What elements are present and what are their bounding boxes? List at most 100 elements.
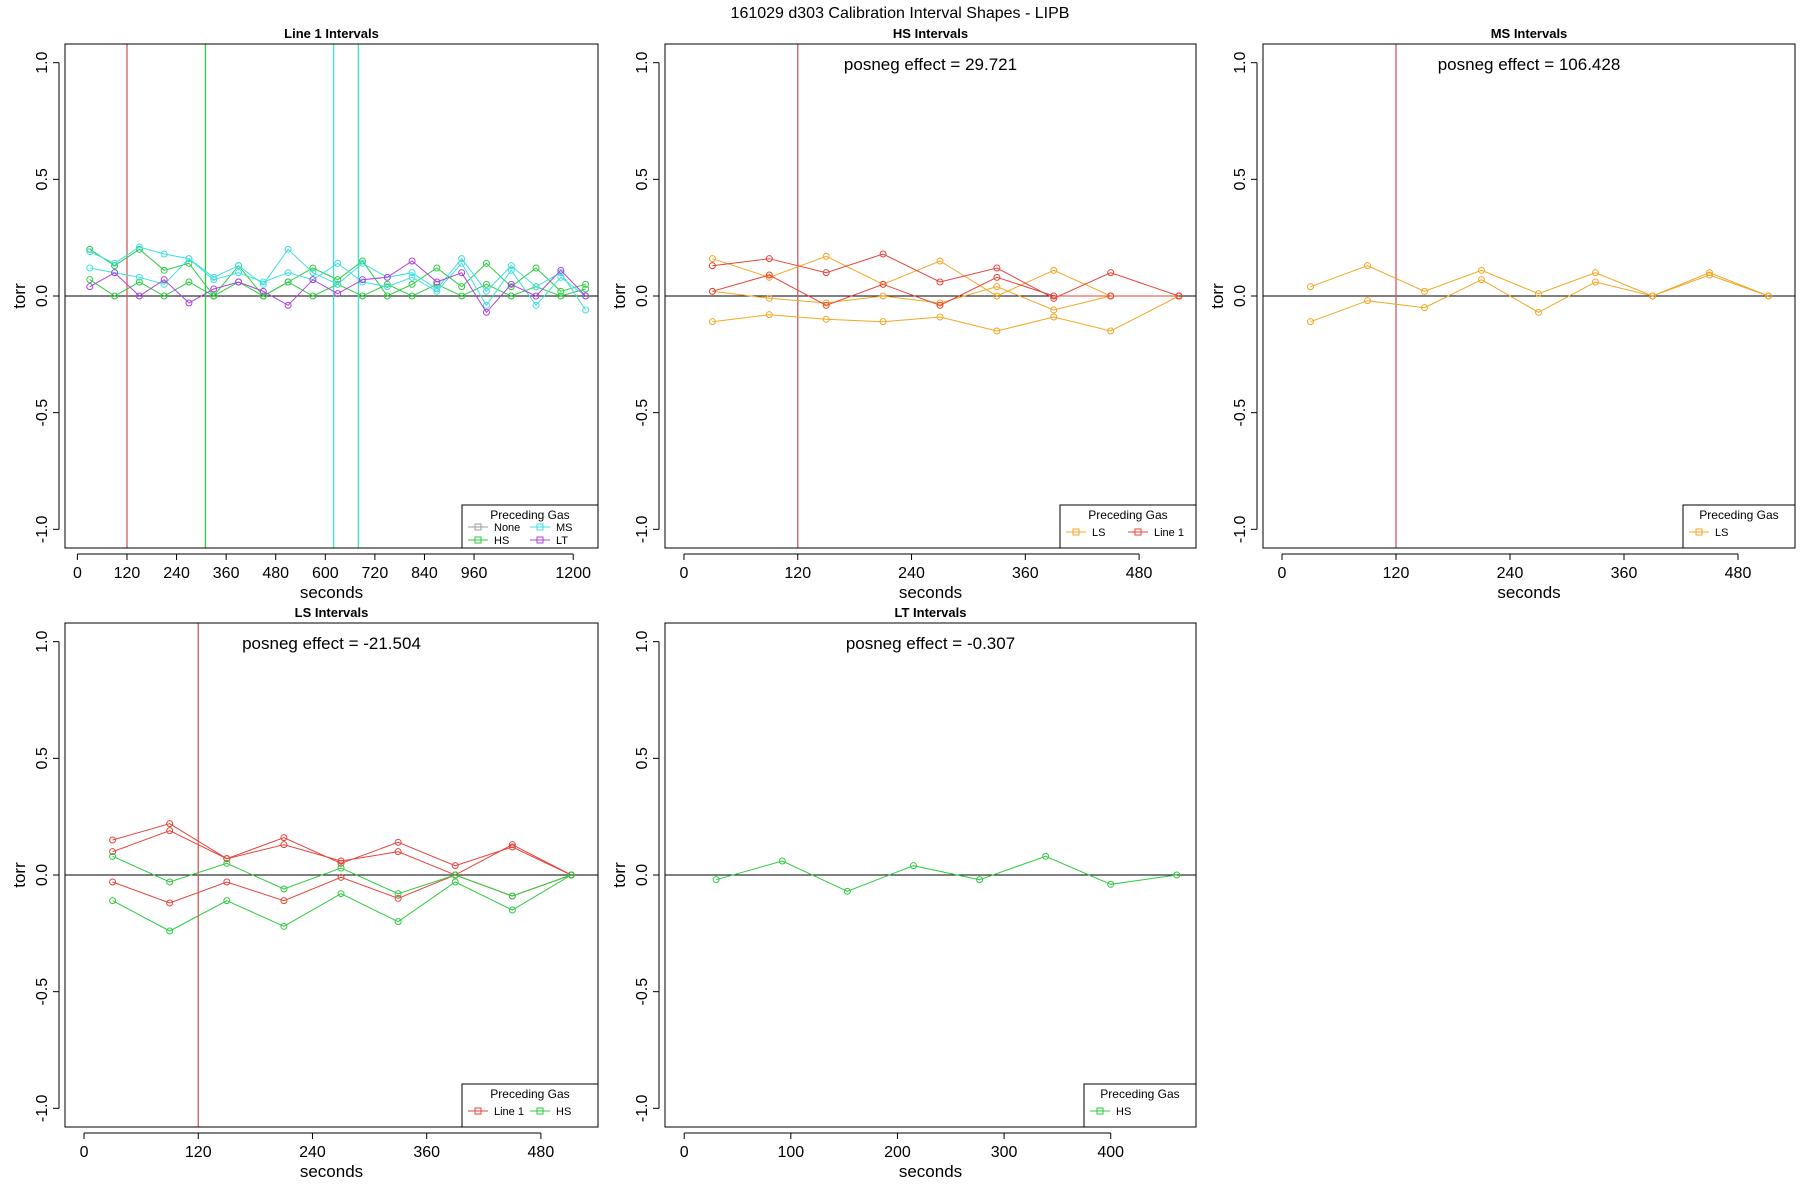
series-line bbox=[112, 823, 572, 876]
posneg-annotation: posneg effect = -0.307 bbox=[846, 634, 1015, 653]
x-axis-label: seconds bbox=[300, 1162, 363, 1181]
legend-box bbox=[1682, 504, 1796, 549]
data-point bbox=[458, 255, 466, 263]
data-point bbox=[433, 287, 441, 295]
series-line bbox=[89, 246, 586, 307]
posneg-annotation: posneg effect = 106.428 bbox=[1438, 55, 1621, 74]
data-point bbox=[708, 287, 716, 295]
data-point bbox=[408, 257, 416, 265]
data-point bbox=[765, 255, 773, 263]
series-line bbox=[112, 874, 572, 904]
data-point bbox=[458, 283, 466, 291]
data-point bbox=[166, 820, 174, 828]
data-point bbox=[383, 280, 391, 288]
data-point bbox=[532, 264, 540, 272]
x-tick-label: 240 bbox=[1497, 565, 1524, 582]
chart-panel: MS Intervals 0 120 240 360 480 seconds -1.0 -0.5… bbox=[1208, 26, 1796, 602]
panel-title: Line 1 Intervals bbox=[284, 26, 379, 41]
data-point bbox=[582, 306, 590, 314]
data-point bbox=[1107, 880, 1115, 888]
data-point bbox=[337, 890, 345, 898]
legend-swatch-marker bbox=[1072, 528, 1080, 536]
data-point bbox=[582, 292, 590, 300]
series-line bbox=[112, 830, 572, 876]
legend-entry-label: HS bbox=[556, 1106, 571, 1118]
data-point bbox=[507, 280, 515, 288]
data-point bbox=[976, 876, 984, 884]
x-axis-label: seconds bbox=[1497, 583, 1560, 602]
y-axis-label: torr bbox=[10, 862, 29, 888]
data-point bbox=[507, 283, 515, 291]
data-point bbox=[1050, 306, 1058, 314]
data-point bbox=[1764, 292, 1772, 300]
data-point bbox=[765, 273, 773, 281]
data-point bbox=[822, 252, 830, 260]
data-point bbox=[1050, 266, 1058, 274]
data-point bbox=[223, 897, 231, 905]
data-point bbox=[109, 897, 117, 905]
data-point bbox=[582, 280, 590, 288]
x-tick-label: 0 bbox=[680, 1144, 689, 1161]
data-point bbox=[383, 292, 391, 300]
data-point bbox=[1175, 292, 1183, 300]
data-point bbox=[86, 264, 94, 272]
data-point bbox=[879, 292, 887, 300]
data-point bbox=[451, 878, 459, 886]
data-point bbox=[993, 292, 1001, 300]
data-point bbox=[111, 269, 119, 277]
data-point bbox=[309, 264, 317, 272]
data-point bbox=[109, 852, 117, 860]
data-point bbox=[1535, 290, 1542, 298]
data-point bbox=[1364, 262, 1371, 270]
y-tick-label: -0.5 bbox=[34, 399, 51, 427]
series-line bbox=[712, 253, 1180, 299]
legend-title: Preceding Gas bbox=[1100, 1087, 1179, 1101]
series-line bbox=[712, 255, 1179, 297]
data-point bbox=[879, 280, 887, 288]
data-point bbox=[284, 245, 292, 253]
data-point bbox=[1421, 304, 1428, 312]
y-tick-label: 0.5 bbox=[634, 168, 651, 190]
series-line bbox=[712, 274, 1179, 306]
legend-box bbox=[1059, 504, 1197, 549]
data-point bbox=[334, 276, 342, 284]
data-point bbox=[708, 255, 716, 263]
x-tick-label: 240 bbox=[163, 565, 190, 582]
data-point bbox=[284, 278, 292, 286]
chart-panel: Line 1 Intervals 0 120 240 360 480 600 720 840 96… bbox=[10, 26, 599, 602]
data-point bbox=[451, 862, 459, 870]
legend-swatch-marker bbox=[536, 536, 544, 544]
data-point bbox=[532, 283, 540, 291]
data-point bbox=[822, 299, 830, 307]
data-point bbox=[482, 301, 490, 309]
data-point bbox=[309, 292, 317, 300]
data-point bbox=[86, 245, 94, 253]
data-point bbox=[334, 280, 342, 288]
data-point bbox=[394, 838, 402, 846]
data-point bbox=[185, 255, 193, 263]
x-tick-label: 480 bbox=[1725, 565, 1752, 582]
data-point bbox=[557, 292, 565, 300]
x-tick-label: 840 bbox=[411, 565, 438, 582]
y-tick-label: 0.5 bbox=[34, 747, 51, 769]
data-point bbox=[708, 262, 716, 270]
data-point bbox=[1050, 294, 1058, 302]
y-tick-label: 1.0 bbox=[634, 51, 651, 73]
x-tick-label: 0 bbox=[73, 565, 82, 582]
y-tick-label: -0.5 bbox=[34, 978, 51, 1006]
data-point bbox=[765, 311, 773, 319]
data-point bbox=[394, 848, 402, 856]
data-point bbox=[936, 301, 944, 309]
y-tick-label: -1.0 bbox=[1232, 515, 1249, 543]
data-point bbox=[185, 299, 193, 307]
posneg-annotation: posneg effect = 29.721 bbox=[844, 55, 1017, 74]
data-point bbox=[1478, 276, 1485, 284]
y-axis-label: torr bbox=[10, 283, 29, 309]
data-point bbox=[936, 313, 944, 321]
data-point bbox=[482, 280, 490, 288]
data-point bbox=[433, 285, 441, 293]
legend: Preceding Gas HS bbox=[1083, 1083, 1197, 1128]
legend-entry-label: None bbox=[494, 522, 520, 534]
legend-entry-label: MS bbox=[556, 522, 573, 534]
